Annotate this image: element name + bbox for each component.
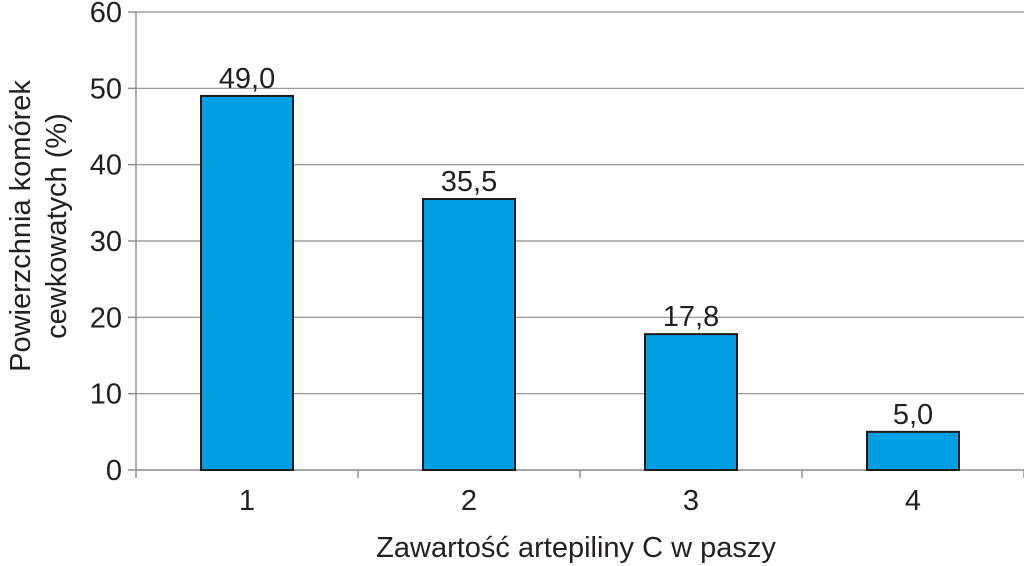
bar [866, 430, 960, 472]
data-label: 5,0 [893, 399, 933, 431]
y-tick-label: 20 [90, 302, 122, 334]
y-tick-label: 60 [90, 0, 122, 29]
y-axis-title-line-1: Powierzchnia komórek [5, 80, 37, 372]
y-axis-title: Powierzchnia komórek cewkowatych (%) [5, 80, 73, 372]
y-tick-label: 50 [90, 73, 122, 105]
x-tick-label: 3 [683, 485, 699, 517]
bar [422, 198, 516, 471]
x-axis-title: Zawartość artepiliny C w paszy [376, 532, 776, 564]
bar [644, 333, 738, 472]
y-tick-label: 30 [90, 226, 122, 258]
data-label: 35,5 [441, 166, 497, 198]
x-tick-label: 4 [905, 485, 921, 517]
data-label: 17,8 [663, 301, 719, 333]
bars [200, 94, 960, 472]
y-tick-label: 40 [90, 150, 122, 182]
data-label: 49,0 [219, 63, 275, 95]
y-tick-label: 0 [106, 455, 122, 487]
x-tick-label: 2 [461, 485, 477, 517]
y-axis-title-line-2: cewkowatych (%) [41, 113, 73, 339]
bar [200, 94, 294, 471]
y-tick-label: 10 [90, 379, 122, 411]
labels: 0 10 20 30 40 50 60 49,0 1 35,5 2 17,8 3 5,0 4 [90, 0, 933, 517]
x-tick-label: 1 [239, 485, 255, 517]
